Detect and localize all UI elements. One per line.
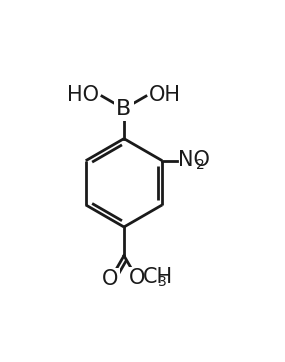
Text: OH: OH (149, 85, 181, 105)
Text: 2: 2 (196, 158, 205, 172)
Text: B: B (116, 99, 132, 119)
Text: O: O (129, 268, 145, 289)
Text: 3: 3 (158, 275, 167, 289)
Text: O: O (102, 269, 118, 290)
Text: CH: CH (143, 267, 174, 287)
Text: NO: NO (178, 150, 210, 170)
Text: HO: HO (67, 85, 99, 105)
